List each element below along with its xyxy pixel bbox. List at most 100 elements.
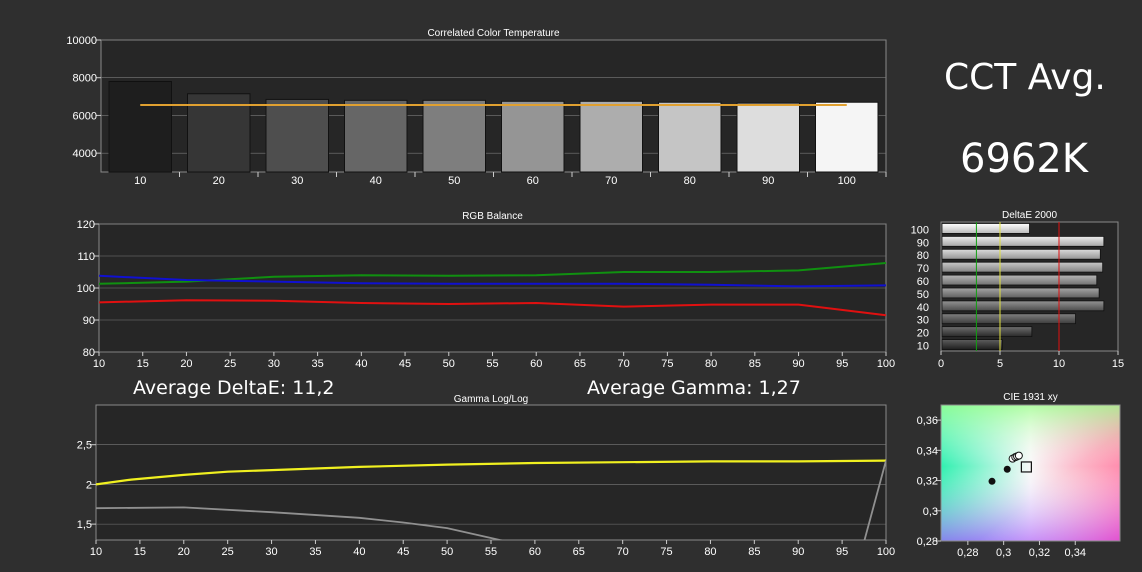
red-balance-line xyxy=(98,299,887,317)
deltae-category-label: 10 xyxy=(917,341,929,353)
cct-ytick-label: 4000 xyxy=(73,148,97,160)
cct-ytick-label: 10000 xyxy=(66,35,97,47)
cct-xtick-label: 70 xyxy=(605,175,617,187)
rgb-xtick-label: 90 xyxy=(792,358,804,370)
rgb-chart-title: RGB Balance xyxy=(462,211,523,222)
rgb-xtick-label: 50 xyxy=(443,358,455,370)
deltae-bar xyxy=(941,223,1030,234)
rgb-xtick-label: 75 xyxy=(661,358,673,370)
gamma-xtick-label: 50 xyxy=(441,546,453,558)
cct-avg-value: 6962K xyxy=(960,136,1089,182)
gamma-measured-line xyxy=(96,460,886,540)
gamma-xtick-label: 55 xyxy=(485,546,497,558)
cct-bar xyxy=(108,80,172,173)
gamma-xtick-label: 75 xyxy=(660,546,672,558)
cie-chart-title: CIE 1931 xy xyxy=(1003,392,1057,403)
cct-ytick-label: 6000 xyxy=(73,110,97,122)
rgb-xtick-label: 30 xyxy=(268,358,280,370)
gamma-ytick-label: 1,5 xyxy=(77,519,92,531)
blue-balance-line xyxy=(98,274,887,288)
gamma-xtick-label: 95 xyxy=(836,546,848,558)
cct-bar xyxy=(815,101,879,173)
gamma-xtick-label: 10 xyxy=(90,546,102,558)
cie-primary-point xyxy=(1003,465,1011,473)
cie-ytick-label: 0,32 xyxy=(917,476,938,488)
deltae-xtick-label: 5 xyxy=(997,358,1003,370)
deltae-bar xyxy=(941,235,1105,247)
deltae-category-label: 100 xyxy=(911,224,929,236)
cct-bar xyxy=(579,100,643,173)
cie-xtick-label: 0,32 xyxy=(1029,547,1050,559)
rgb-xtick-label: 60 xyxy=(530,358,542,370)
gamma-xtick-label: 70 xyxy=(617,546,629,558)
cct-bar xyxy=(736,102,800,173)
deltae-category-label: 70 xyxy=(917,263,929,275)
gamma-xtick-label: 20 xyxy=(178,546,190,558)
gamma-xtick-label: 90 xyxy=(792,546,804,558)
deltae-category-label: 30 xyxy=(917,315,929,327)
rgb-ytick-label: 110 xyxy=(77,251,95,263)
rgb-xtick-label: 15 xyxy=(137,358,149,370)
average-gamma: Average Gamma: 1,27 xyxy=(587,377,801,399)
rgb-ytick-label: 80 xyxy=(83,347,95,359)
gamma-xtick-label: 30 xyxy=(265,546,277,558)
cie-xtick-label: 0,28 xyxy=(957,547,978,559)
cie-xtick-label: 0,34 xyxy=(1065,547,1086,559)
deltae-category-label: 90 xyxy=(917,237,929,249)
cie-target-white-marker xyxy=(1020,461,1032,473)
cie-ytick-label: 0,36 xyxy=(917,415,938,427)
gamma-xtick-label: 35 xyxy=(309,546,321,558)
gamma-xtick-label: 100 xyxy=(877,546,895,558)
rgb-xtick-label: 10 xyxy=(93,358,105,370)
gamma-xtick-label: 40 xyxy=(353,546,365,558)
deltae-bar xyxy=(941,274,1098,286)
deltae-xtick-label: 15 xyxy=(1112,358,1124,370)
rgb-ytick-label: 120 xyxy=(77,219,95,231)
cct-avg-label: CCT Avg. xyxy=(944,57,1106,98)
gamma-xtick-label: 85 xyxy=(748,546,760,558)
cct-xtick-label: 80 xyxy=(684,175,696,187)
rgb-xtick-label: 55 xyxy=(486,358,498,370)
cct-bar xyxy=(344,99,408,173)
deltae-category-label: 50 xyxy=(917,289,929,301)
rgb-xtick-label: 95 xyxy=(836,358,848,370)
cct-ytick-label: 8000 xyxy=(73,73,97,85)
gamma-xtick-label: 45 xyxy=(397,546,409,558)
gamma-xtick-label: 25 xyxy=(222,546,234,558)
deltae-xtick-label: 0 xyxy=(938,358,944,370)
rgb-xtick-label: 20 xyxy=(180,358,192,370)
rgb-ytick-label: 90 xyxy=(83,315,95,327)
rgb-xtick-label: 35 xyxy=(311,358,323,370)
cct-xtick-label: 20 xyxy=(213,175,225,187)
cie-ytick-label: 0,28 xyxy=(917,536,938,548)
rgb-ytick-label: 100 xyxy=(77,283,95,295)
average-deltae: Average DeltaE: 11,2 xyxy=(133,377,335,399)
cct-bar xyxy=(265,98,329,173)
rgb-xtick-label: 65 xyxy=(574,358,586,370)
cct-chart-title: Correlated Color Temperature xyxy=(427,28,560,39)
cct-bar xyxy=(658,101,722,173)
cie-xtick-label: 0,3 xyxy=(996,547,1011,559)
rgb-xtick-label: 40 xyxy=(355,358,367,370)
gamma-ytick-label: 2 xyxy=(86,479,92,491)
cct-xtick-label: 90 xyxy=(762,175,774,187)
gamma-xtick-label: 65 xyxy=(573,546,585,558)
cct-bar xyxy=(501,100,565,173)
deltae-category-label: 80 xyxy=(917,250,929,262)
deltae-bar xyxy=(941,339,1003,350)
rgb-xtick-label: 100 xyxy=(877,358,895,370)
deltae-bar xyxy=(941,261,1104,273)
cct-bar xyxy=(187,93,251,173)
deltae-xtick-label: 10 xyxy=(1053,358,1065,370)
gamma-chart-title: Gamma Log/Log xyxy=(454,394,529,405)
cie-ytick-label: 0,3 xyxy=(923,506,938,518)
deltae-category-label: 40 xyxy=(917,302,929,314)
cie-plot-area xyxy=(940,404,1121,542)
cct-xtick-label: 60 xyxy=(527,175,539,187)
gamma-ytick-label: 2,5 xyxy=(77,440,92,452)
deltae-bar xyxy=(941,300,1105,312)
gamma-xtick-label: 15 xyxy=(134,546,146,558)
cct-xtick-label: 100 xyxy=(838,175,856,187)
rgb-xtick-label: 80 xyxy=(705,358,717,370)
